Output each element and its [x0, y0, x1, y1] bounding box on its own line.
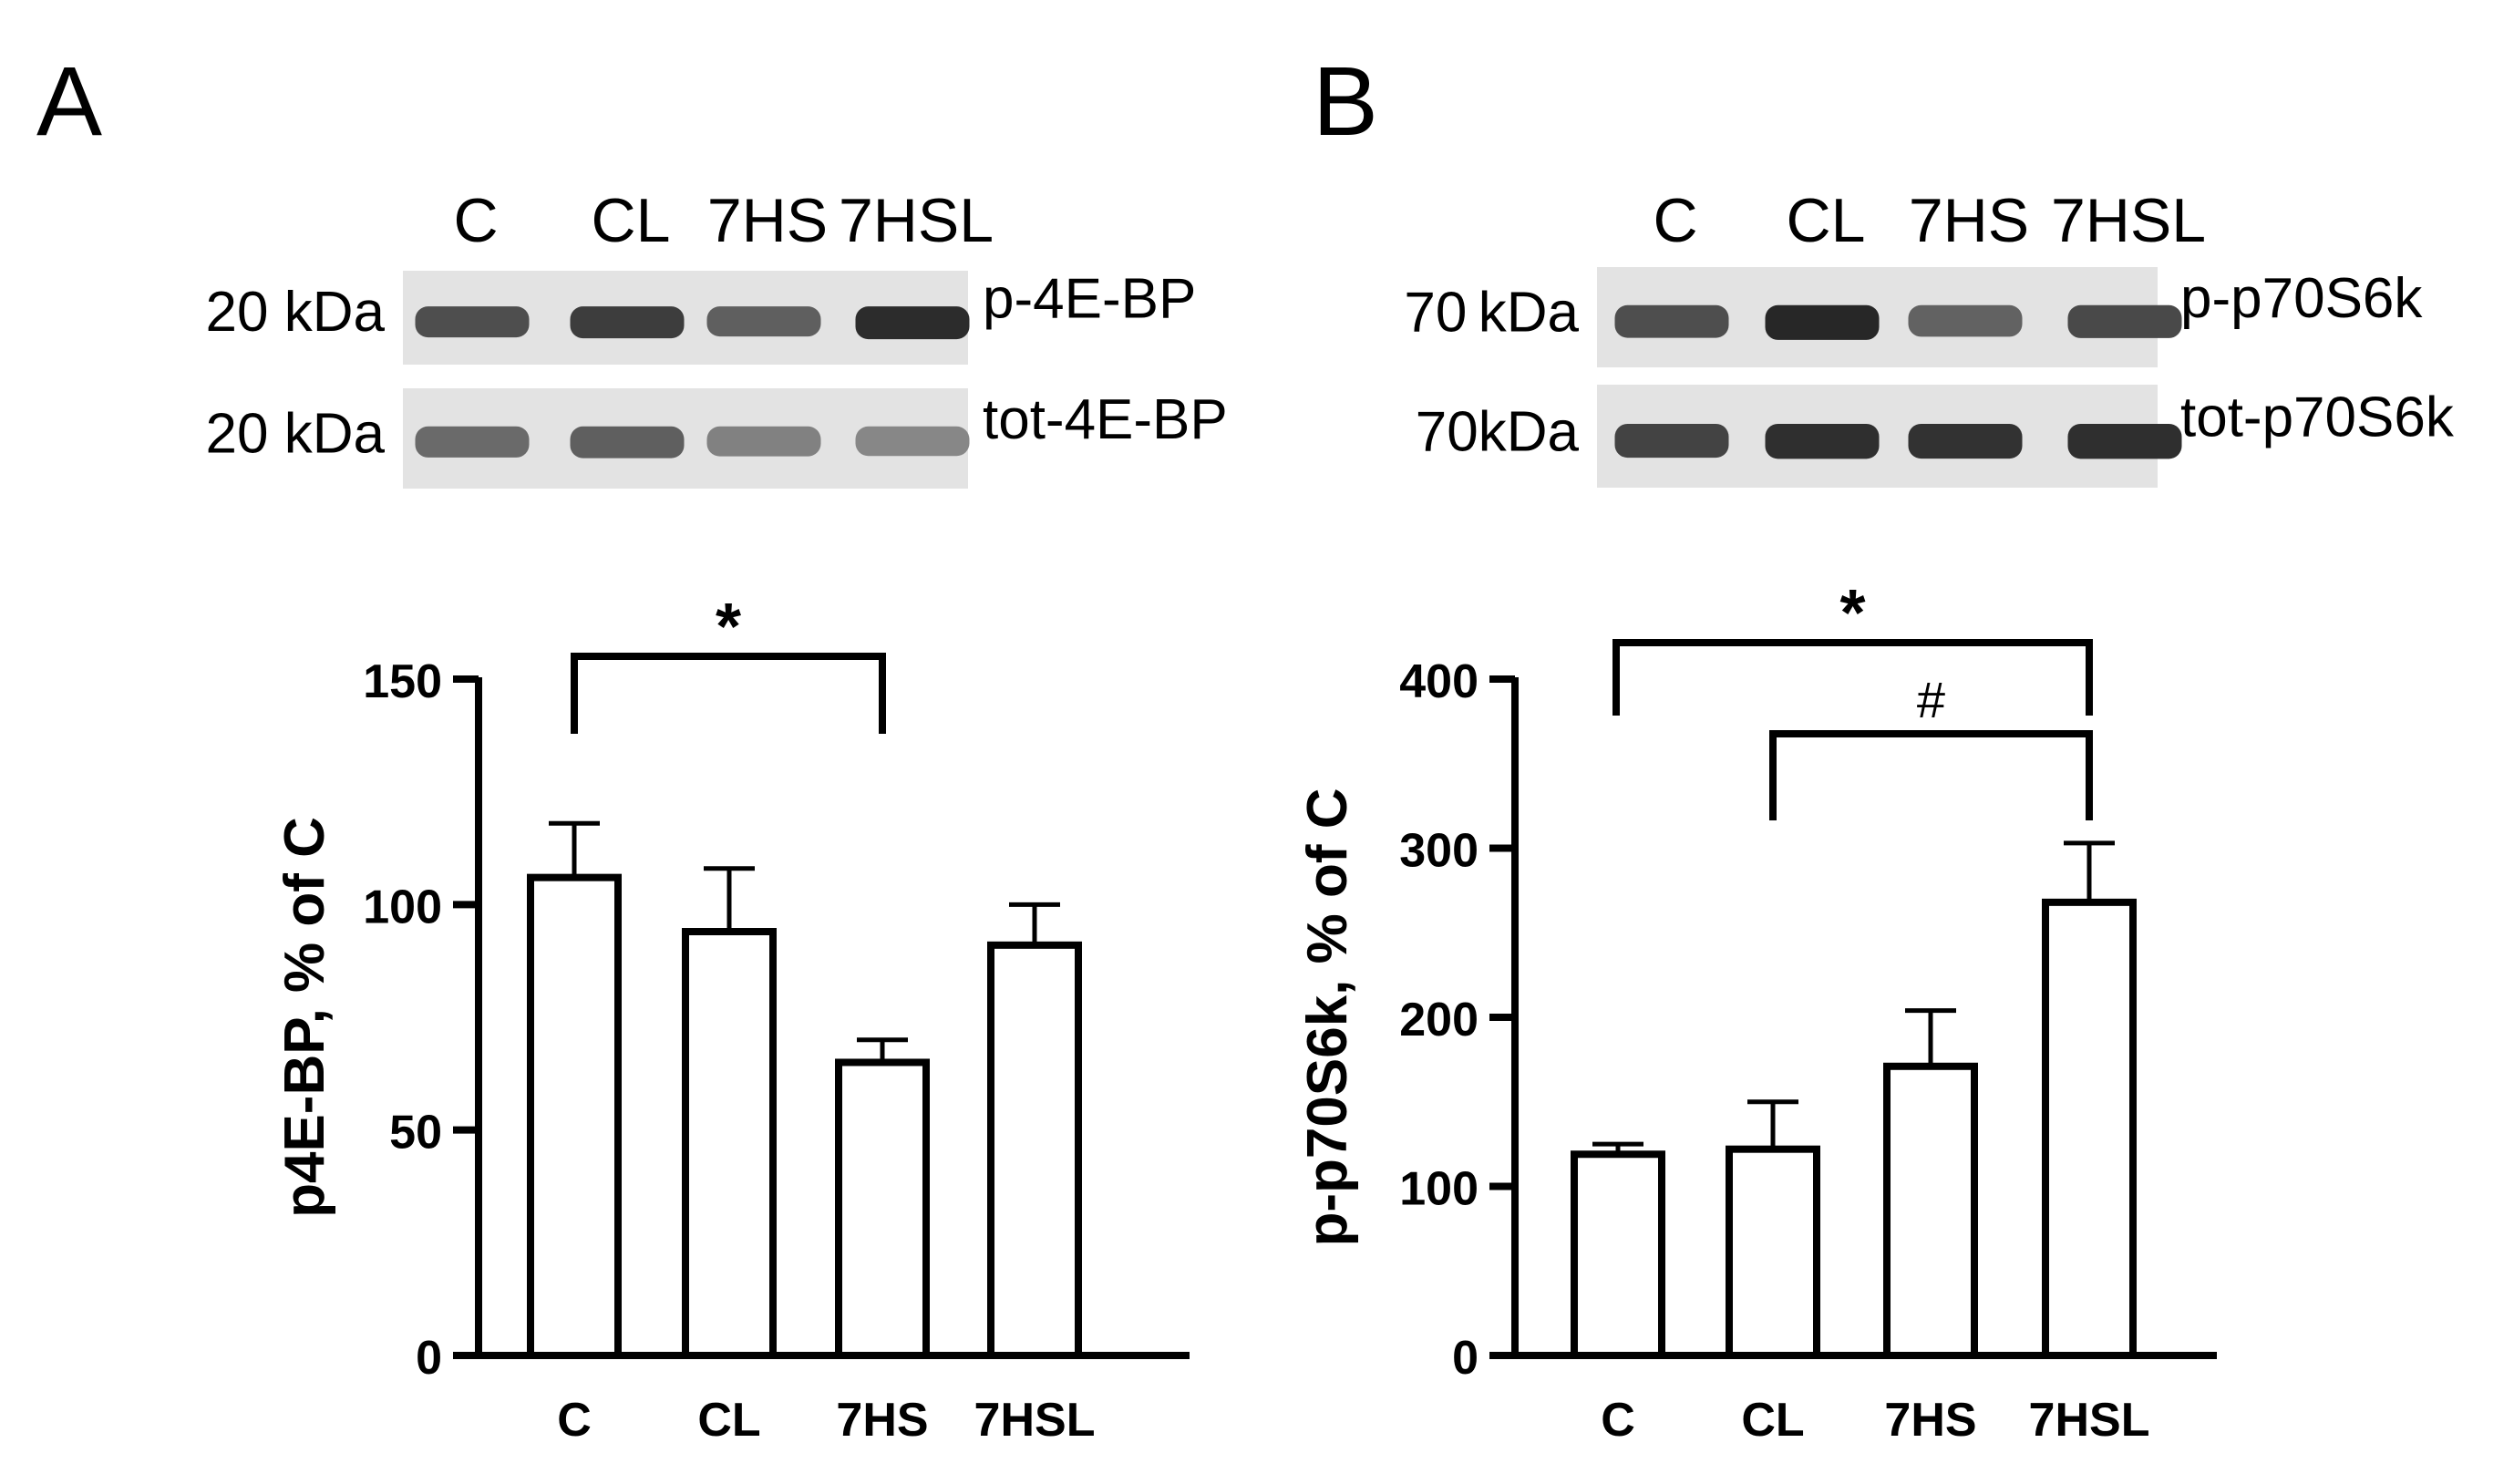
blot-band [415, 426, 530, 458]
significance-bracket [1612, 639, 2093, 716]
blot-lane-label: 7HS [707, 186, 828, 255]
blot-band [2067, 423, 2182, 459]
western-blot-p-4E-BP [403, 271, 970, 365]
blot-band [1614, 304, 1729, 338]
significance-label: * [1839, 577, 1865, 650]
y-axis-label: p-p70S6k, % of C [1296, 788, 1359, 1247]
y-tick-label: 300 [1399, 825, 1479, 878]
blot-band [855, 426, 970, 457]
x-tick-label: 7HS [1884, 1394, 1976, 1447]
blot-protein-label: tot-4E-BP [983, 388, 1228, 451]
bar [527, 873, 622, 1359]
blot-lane-label: 7HS [1909, 186, 2029, 255]
blot-band [1765, 423, 1880, 459]
y-tick-label: 50 [389, 1107, 442, 1159]
western-blot-tot-4E-BP [403, 388, 970, 489]
x-tick-label: CL [697, 1394, 760, 1447]
panel-label: A [36, 46, 102, 156]
blot-lane-label: C [1653, 186, 1697, 255]
y-tick-label: 200 [1399, 994, 1479, 1046]
x-tick-label: 7HSL [2029, 1394, 2150, 1447]
significance-bracket [1769, 730, 2093, 820]
molecular-weight-label: 20 kDa [206, 402, 386, 465]
blot-band [855, 306, 970, 340]
molecular-weight-label: 70 kDa [1404, 281, 1579, 344]
blot-lane-label: CL [592, 186, 671, 255]
western-blot-p-p70S6k [1597, 267, 2182, 367]
significance-label: * [716, 591, 741, 664]
western-blot-tot-p70S6k [1597, 385, 2182, 488]
y-tick-label: 150 [363, 655, 442, 708]
blot-lane-label: C [453, 186, 498, 255]
y-tick-label: 400 [1399, 655, 1479, 708]
blot-band [1908, 423, 2023, 459]
x-tick-label: CL [1741, 1394, 1804, 1447]
y-tick-label: 0 [1452, 1332, 1479, 1385]
blot-band [1908, 304, 2023, 337]
blot-band [706, 306, 821, 337]
bar-chart: 0 100 200 300 400 p-p70S6k, % of C C CL 7HS 7HSL *… [1296, 577, 2217, 1447]
bar [1726, 1145, 1820, 1359]
bar [1883, 1062, 1978, 1360]
blot-protein-label: p-p70S6k [2180, 267, 2423, 330]
bar [682, 928, 777, 1359]
blot-lane-label: 7HSL [2051, 186, 2206, 255]
molecular-weight-label: 20 kDa [206, 281, 386, 344]
molecular-weight-label: 70kDa [1416, 400, 1580, 463]
blot-protein-label: p-4E-BP [983, 268, 1196, 331]
blot-band [706, 426, 821, 457]
y-tick-label: 100 [1399, 1163, 1479, 1216]
significance-label: # [1917, 671, 1945, 728]
bar [1571, 1150, 1665, 1359]
blot-lane-label: CL [1787, 186, 1866, 255]
blot-band [2067, 304, 2182, 338]
blot-band [570, 306, 685, 339]
y-tick-label: 100 [363, 881, 442, 933]
x-tick-label: 7HSL [974, 1394, 1096, 1447]
blot-band [1765, 304, 1880, 340]
blot-band [415, 306, 530, 338]
blot-band [1614, 423, 1729, 459]
blot-band [570, 426, 685, 459]
significance-bracket [571, 653, 886, 734]
bar-chart: 0 50 100 150 p4E-BP, % of C C CL 7HS 7HSL * [273, 591, 1190, 1447]
bar [835, 1058, 930, 1359]
panel-label: B [1313, 46, 1378, 156]
bar [2042, 898, 2137, 1359]
blot-protein-label: tot-p70S6k [2180, 386, 2455, 449]
x-tick-label: C [557, 1394, 592, 1447]
y-tick-label: 0 [416, 1332, 442, 1385]
x-tick-label: 7HS [836, 1394, 928, 1447]
bar [987, 941, 1082, 1360]
blot-lane-label: 7HSL [839, 186, 994, 255]
x-tick-label: C [1601, 1394, 1635, 1447]
y-axis-label: p4E-BP, % of C [273, 817, 336, 1218]
panel-b: B C CL 7HS 7HSL 70 kDa p-p70S6k 70kDa tot-p70S6k… [1296, 46, 2455, 1447]
